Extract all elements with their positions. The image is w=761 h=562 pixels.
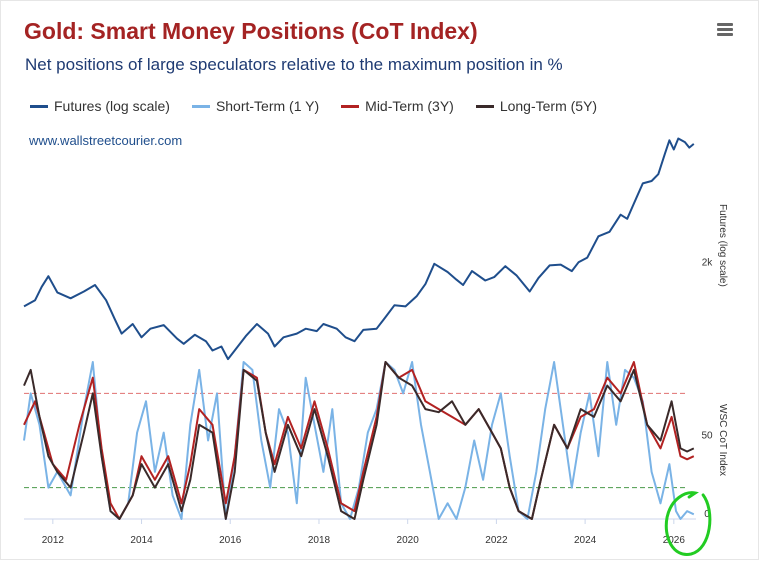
series-line-short-term [23, 361, 695, 520]
legend-item-futures[interactable]: Futures (log scale) [30, 96, 170, 116]
x-tick-label: 2026 [663, 535, 686, 546]
x-tick-label: 2022 [485, 535, 508, 546]
legend-swatch [475, 104, 494, 108]
legend: Futures (log scale) Short-Term (1 Y) Mid… [30, 96, 597, 116]
lower-y-tick-label: 50 [701, 431, 713, 442]
series-line-futures [23, 137, 695, 361]
legend-label: Mid-Term (3Y) [365, 98, 454, 114]
menu-bar [717, 33, 733, 36]
legend-label: Short-Term (1 Y) [215, 98, 320, 114]
menu-bar [717, 28, 733, 31]
lower-axis-title: WSC CoT Index [717, 404, 728, 477]
x-tick-label: 2024 [574, 535, 597, 546]
credit-link[interactable]: www.wallstreetcourier.com [29, 133, 183, 148]
legend-swatch [30, 104, 48, 108]
legend-swatch [341, 104, 360, 108]
series-line-long-term [23, 361, 695, 520]
legend-item-short-term[interactable]: Short-Term (1 Y) [191, 96, 320, 116]
chart-title: Gold: Smart Money Positions (CoT Index) [24, 18, 478, 44]
legend-label: Long-Term (5Y) [499, 98, 598, 114]
annotation-circle [664, 491, 712, 556]
legend-item-mid-term[interactable]: Mid-Term (3Y) [341, 96, 454, 116]
upper-y-tick-label: 2k [702, 257, 714, 268]
chart-subtitle: Net positions of large speculators relat… [25, 55, 563, 74]
upper-axis-title: Futures (log scale) [717, 204, 728, 287]
legend-item-long-term[interactable]: Long-Term (5Y) [475, 96, 598, 116]
lower-y-tick-label: 0 [704, 509, 710, 520]
legend-label: Futures (log scale) [54, 98, 170, 114]
x-tick-label: 2014 [130, 535, 153, 546]
legend-swatch [191, 104, 210, 108]
x-tick-label: 2020 [397, 535, 420, 546]
hamburger-menu-icon[interactable] [714, 20, 736, 40]
x-tick-label: 2012 [42, 535, 65, 546]
x-tick-label: 2018 [308, 535, 331, 546]
x-tick-label: 2016 [219, 535, 242, 546]
menu-bar [717, 23, 733, 26]
